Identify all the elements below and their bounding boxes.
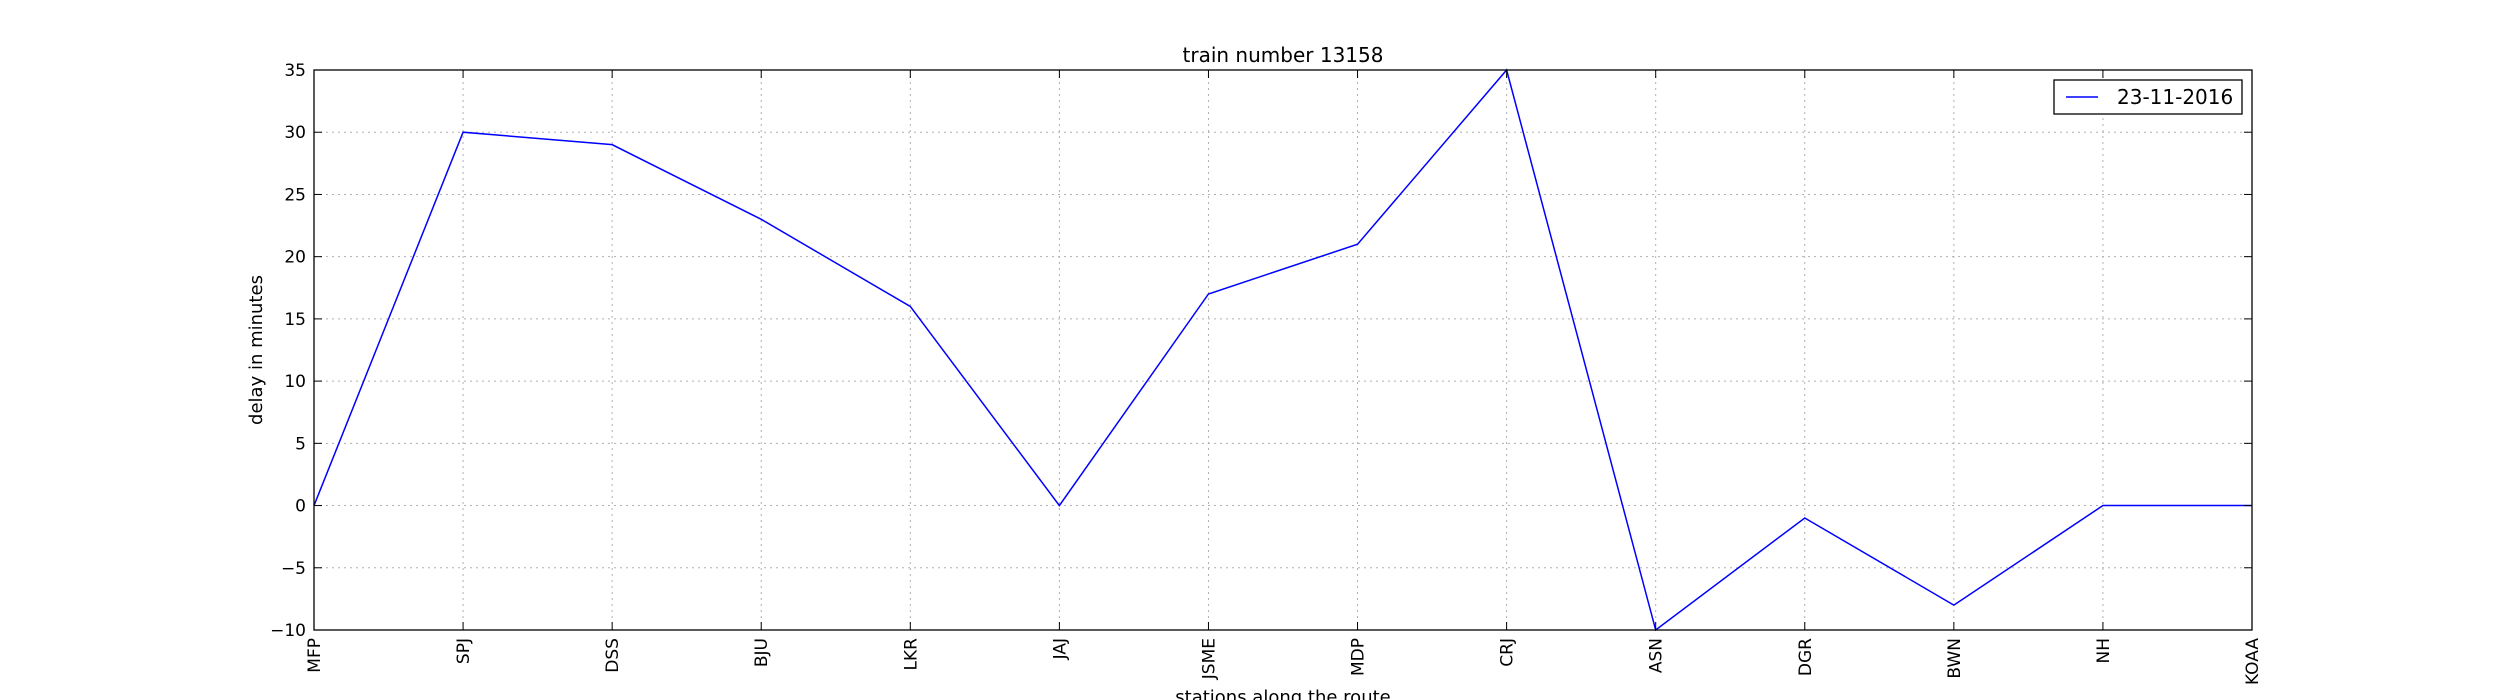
x-tick-label: MFP — [305, 638, 325, 673]
x-tick-label: LKR — [901, 638, 921, 671]
x-tick-label: DSS — [603, 638, 623, 673]
x-tick-label: KOAA — [2243, 638, 2263, 685]
x-tick-label: MDP — [1349, 638, 1369, 676]
x-tick-label: CRJ — [1498, 638, 1518, 667]
x-tick-label: JAJ — [1050, 638, 1070, 660]
x-tick-label: SPJ — [454, 638, 474, 664]
x-axis-label: stations along the route — [1175, 687, 1390, 700]
y-tick-label: 10 — [284, 372, 306, 392]
x-tick-label: BWN — [1945, 638, 1965, 679]
legend-entry-label: 23-11-2016 — [2117, 85, 2233, 109]
y-tick-label: 15 — [284, 310, 306, 330]
chart-title: train number 13158 — [1183, 43, 1384, 67]
x-tick-label: JSME — [1199, 638, 1219, 680]
x-tick-label: NH — [2094, 638, 2114, 664]
y-tick-label: −10 — [270, 621, 306, 641]
y-axis-label: delay in minutes — [246, 275, 267, 425]
y-tick-label: 20 — [284, 248, 306, 268]
y-tick-label: −5 — [281, 559, 306, 579]
y-tick-label: 35 — [284, 61, 306, 81]
y-tick-label: 30 — [284, 123, 306, 143]
y-tick-label: 5 — [295, 434, 306, 454]
legend: 23-11-2016 — [2053, 79, 2243, 115]
x-tick-label: BJU — [752, 638, 772, 667]
axis-ticks: −10 −5 0 5 10 15 20 25 30 35 MFP SPJ DSS BJU LKR JAJ JSM… — [270, 61, 2263, 685]
y-tick-label: 0 — [295, 497, 306, 517]
y-tick-label: 25 — [284, 185, 306, 205]
x-tick-label: ASN — [1647, 638, 1667, 673]
grid-lines — [313, 69, 2253, 631]
series-line — [313, 68, 2252, 632]
plot-frame — [313, 69, 2253, 631]
x-tick-label: DGR — [1796, 638, 1816, 676]
series-layer — [313, 68, 2253, 632]
